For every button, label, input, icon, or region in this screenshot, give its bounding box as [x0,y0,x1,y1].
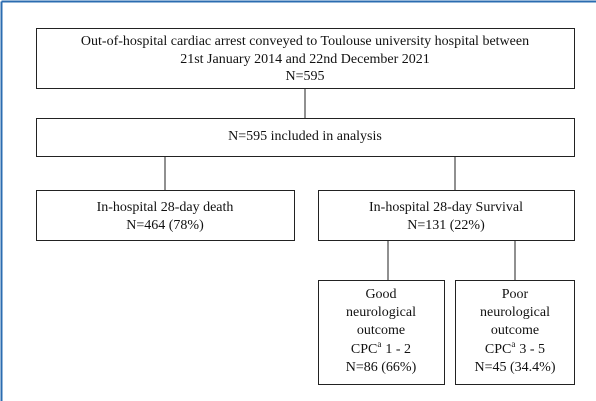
node-box [455,280,575,385]
cpc-range: 1 - 2 [385,342,411,357]
node-text: N=464 (78%) [126,218,204,233]
cpc-text: CPCa 1 - 2 [351,339,411,357]
node-box [36,118,575,157]
node-text: N=131 (22%) [407,218,485,233]
node-text: outcome [491,323,539,338]
node-text: 21st January 2014 and 22nd December 2021 [180,52,430,67]
node-text: In-hospital 28-day Survival [369,200,523,215]
node-text: In-hospital 28-day death [97,200,234,215]
node-text: outcome [357,323,405,338]
node-text: N=45 (34.4%) [475,360,556,375]
node-text: neurological [480,305,550,320]
cpc-label: CPC [485,342,511,357]
node-text: N=595 included in analysis [228,129,382,144]
cpc-note: a [377,339,381,349]
cpc-range: 3 - 5 [519,342,545,357]
node-text: Poor [502,287,529,302]
node-box [36,190,295,241]
cpc-text: CPCa 3 - 5 [485,339,545,357]
node-box [36,28,575,89]
cpc-label: CPC [351,342,377,357]
cpc-note: a [511,339,515,349]
node-text: N=86 (66%) [346,360,417,375]
node-box [318,190,575,241]
node-text: Out-of-hospital cardiac arrest conveyed … [81,34,529,49]
node-text: Good [365,287,396,302]
node-box [318,280,445,385]
node-text: N=595 [285,69,324,84]
node-text: neurological [346,305,416,320]
